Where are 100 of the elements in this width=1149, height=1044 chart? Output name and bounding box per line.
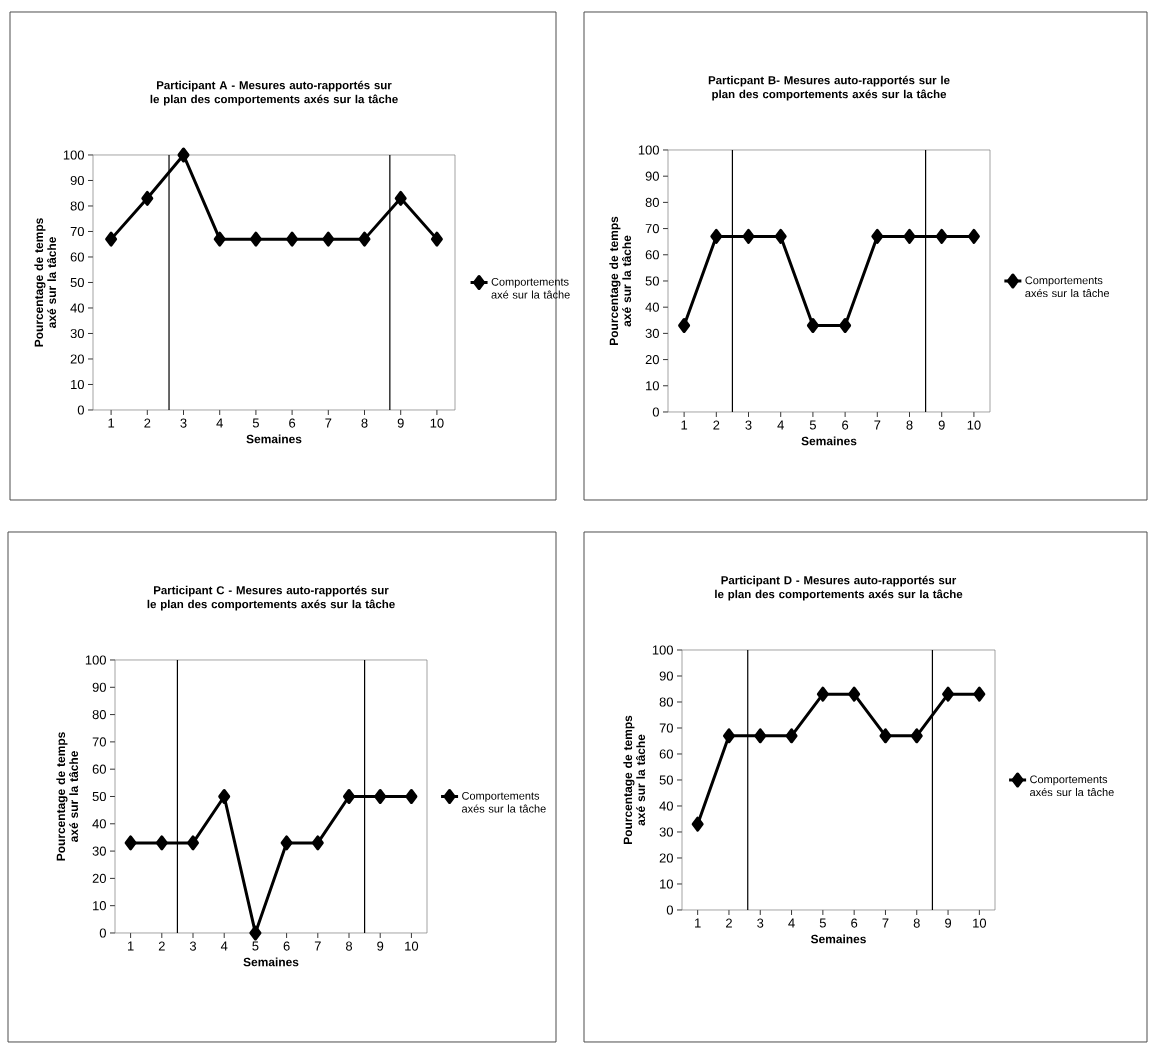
y-tick-label: 100	[652, 645, 673, 655]
point	[155, 835, 168, 851]
legend-label: Comportements axés sur la tâche	[1030, 775, 1114, 797]
y-tick-label: 80	[70, 201, 84, 211]
y-tick-label: 80	[659, 697, 673, 707]
x-tick-label: 6	[842, 420, 849, 430]
point	[816, 686, 829, 702]
y-tick-label: 40	[92, 819, 106, 829]
x-tick-label: 7	[874, 420, 881, 430]
point	[213, 231, 226, 247]
y-tick-label: 60	[70, 252, 84, 262]
x-tick-label: 7	[325, 418, 332, 428]
y-tick-label: 100	[63, 150, 84, 160]
x-tick-label: 3	[745, 420, 752, 430]
point	[942, 686, 955, 702]
y-tick-label: 90	[92, 682, 106, 692]
y-tick-label: 30	[645, 328, 659, 338]
x-tick-label: 10	[405, 941, 419, 951]
x-tick-label: 8	[361, 418, 368, 428]
legend-label: Comportements axés sur la tâche	[462, 791, 546, 813]
y-tick-label: 60	[645, 250, 659, 260]
x-tick-label: 9	[945, 918, 952, 928]
point	[343, 788, 356, 804]
x-tick-label: 2	[713, 420, 720, 430]
point	[785, 728, 798, 744]
point	[848, 686, 861, 702]
y-tick-label: 70	[92, 737, 106, 747]
y-tick-label: 40	[70, 303, 84, 313]
point	[973, 686, 986, 702]
x-tick-label: 2	[158, 941, 165, 951]
x-tick-label: 7	[314, 941, 321, 951]
x-tick-label: 3	[757, 918, 764, 928]
y-tick-label: 0	[666, 905, 673, 915]
y-tick-label: 30	[92, 846, 106, 856]
x-tick-label: 6	[289, 418, 296, 428]
y-tick-label: 10	[660, 879, 673, 889]
point	[177, 147, 190, 163]
x-axis-title: Semaines	[243, 957, 299, 967]
chart-title: Participant A - Mesures auto-rapportés sur le plan des comportements axés sur la tâche	[150, 80, 398, 106]
point	[187, 835, 200, 851]
point	[105, 231, 118, 247]
y-tick-label: 80	[92, 709, 106, 720]
point	[280, 835, 293, 851]
y-tick-label: 20	[92, 873, 106, 883]
x-axis-title: Semaines	[801, 436, 857, 446]
point	[394, 190, 407, 206]
point	[722, 728, 735, 744]
y-tick-label: 40	[659, 801, 673, 811]
point	[405, 788, 418, 804]
point	[754, 728, 767, 744]
x-tick-label: 5	[809, 420, 816, 430]
x-tick-label: 8	[906, 420, 913, 430]
y-tick-label: 90	[659, 671, 673, 681]
y-axis-title: Pourcentage de temps axé sur la tâche	[56, 732, 79, 861]
chart-title: Particpant B- Mesures auto-rapportés sur le plan des comportements axés sur la tâche	[708, 75, 950, 101]
y-tick-label: 0	[77, 405, 84, 415]
y-tick-label: 0	[652, 407, 659, 417]
point	[249, 925, 262, 941]
y-tick-label: 100	[638, 145, 659, 155]
y-tick-label: 50	[92, 791, 106, 802]
x-tick-label: 3	[180, 418, 187, 428]
y-tick-label: 100	[85, 655, 106, 665]
point	[249, 231, 262, 247]
y-tick-label: 90	[645, 171, 659, 181]
x-tick-label: 9	[397, 418, 404, 428]
y-tick-label: 60	[659, 749, 673, 759]
x-tick-label: 1	[681, 420, 688, 430]
x-tick-label: 9	[377, 941, 384, 951]
x-tick-label: 4	[788, 918, 795, 928]
y-tick-label: 10	[71, 379, 84, 390]
y-tick-label: 70	[645, 223, 659, 234]
x-tick-label: 7	[882, 918, 889, 928]
legend-label: Comportements axé sur la tâche	[491, 277, 570, 299]
x-tick-label: 3	[189, 941, 197, 951]
y-tick-label: 40	[645, 302, 659, 312]
x-tick-label: 2	[726, 918, 732, 928]
chart-title: Participant C - Mesures auto-rapportés sur le plan des comportements axés sur la tâche	[147, 585, 395, 611]
x-tick-label: 5	[252, 418, 259, 428]
point	[430, 231, 443, 247]
point	[322, 231, 335, 247]
y-tick-label: 30	[70, 328, 84, 339]
x-tick-label: 5	[819, 918, 826, 928]
y-tick-label: 10	[93, 901, 106, 911]
point	[879, 728, 892, 744]
x-axis-title: Semaines	[810, 934, 866, 944]
y-tick-label: 30	[659, 827, 673, 837]
y-tick-label: 20	[659, 853, 673, 863]
chart-title: Participant D - Mesures auto-rapportés sur le plan des comportements axés sur la tâche	[715, 575, 963, 601]
point	[286, 231, 299, 247]
x-tick-label: 8	[345, 941, 353, 951]
point	[358, 231, 371, 247]
x-tick-label: 9	[938, 420, 945, 430]
y-tick-label: 50	[645, 276, 659, 286]
x-tick-label: 6	[283, 941, 290, 951]
point	[124, 835, 137, 851]
y-tick-label: 20	[645, 354, 659, 365]
x-axis-title: Semaines	[246, 434, 302, 444]
x-tick-label: 10	[430, 418, 444, 428]
point	[218, 788, 231, 804]
y-tick-label: 50	[659, 775, 673, 785]
